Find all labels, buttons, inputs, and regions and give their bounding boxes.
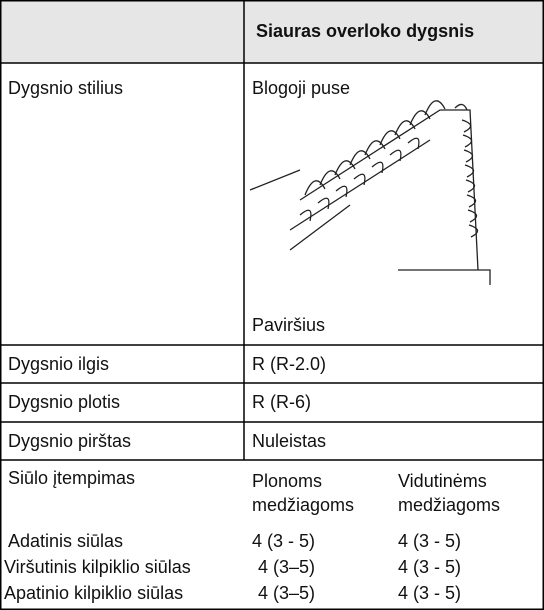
row-label: Dygsnio stilius [8,78,124,98]
column-header: Plonoms medžiagoms [252,471,355,515]
header-bg [0,0,544,63]
stitch-illustration [249,100,491,285]
row-value: R (R-2.0) [252,354,327,374]
thread-label: Adatinis siūlas [8,531,124,551]
top-label: Blogoji puse [252,78,351,98]
thread-value: 4 (3 - 5) [398,583,462,603]
column-header: Vidutinėms medžiagoms [398,471,501,515]
thread-label: Viršutinis kilpiklio siūlas [4,557,191,577]
row-label: Dygsnio plotis [8,392,121,412]
row-value: R (R-6) [252,392,311,412]
row-value: Nuleistas [252,431,327,451]
thread-value: 4 (3–5) [258,583,316,603]
header-title: Siauras overloko dygsnis [256,21,475,41]
row-label: Dygsnio ilgis [8,354,110,374]
thread-value: 4 (3 - 5) [398,531,462,551]
row-label: Dygsnio pirštas [8,431,132,451]
bottom-label: Paviršius [252,315,326,335]
thread-value: 4 (3–5) [258,557,316,577]
tension-label: Siūlo įtempimas [8,468,136,488]
thread-value: 4 (3 - 5) [252,531,316,551]
thread-value: 4 (3 - 5) [398,557,462,577]
thread-label: Apatinio kilpiklio siūlas [4,583,184,603]
